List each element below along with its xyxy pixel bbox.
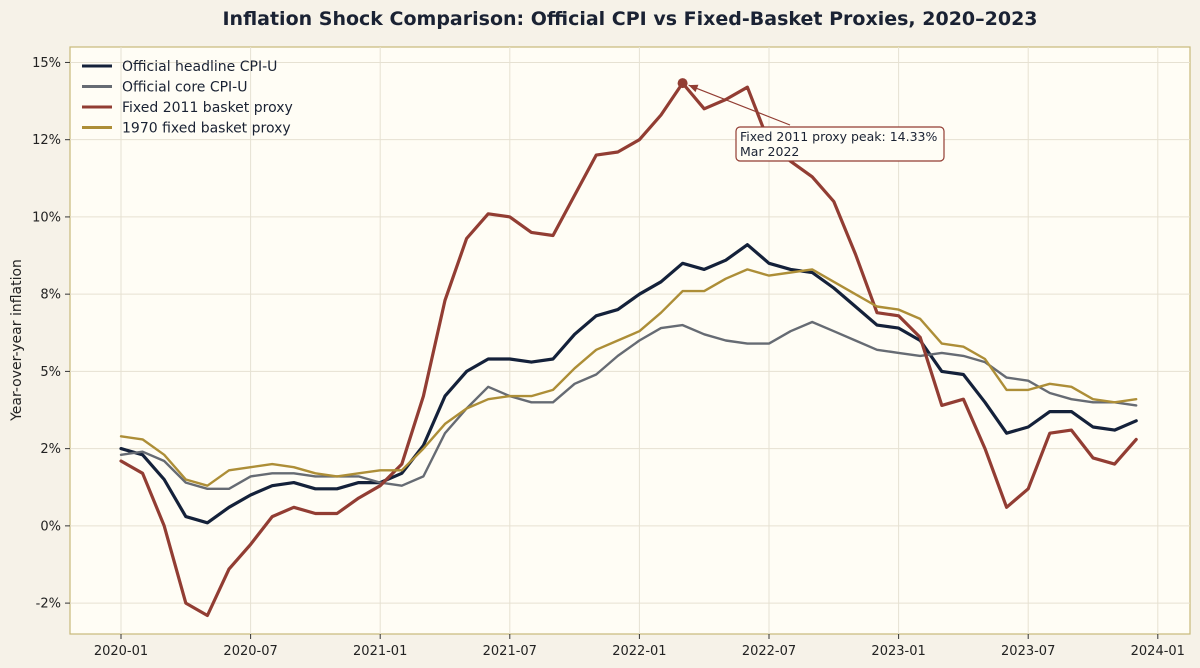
series-line-official-headline-cpi-u <box>119 243 1138 525</box>
legend-label: 1970 fixed basket proxy <box>122 121 291 137</box>
x-tick-label: 2022-01 <box>612 644 666 659</box>
grid <box>70 47 1190 634</box>
annotation-text-date: Mar 2022 <box>740 144 799 159</box>
x-tick-label: 2024-01 <box>1131 644 1185 659</box>
y-tick-label: 12% <box>32 133 61 148</box>
annotation-text-value: Fixed 2011 proxy peak: 14.33% <box>740 129 937 144</box>
legend-label: Official headline CPI-U <box>122 59 277 75</box>
series-line-1970-fixed-basket-proxy <box>119 268 1138 487</box>
annotation-arrow <box>688 84 791 126</box>
y-tick-label: 10% <box>32 210 61 225</box>
y-tick-label: 0% <box>40 519 61 534</box>
series-line-official-core-cpi-u <box>119 320 1138 490</box>
y-tick-label: -2% <box>36 597 61 612</box>
peak-annotation: Fixed 2011 proxy peak: 14.33% Mar 2022 <box>677 78 945 162</box>
y-axis-label: Year-over-year inflation <box>9 259 25 422</box>
peak-marker <box>677 78 688 89</box>
x-tick-label: 2021-07 <box>483 644 537 659</box>
legend-label: Fixed 2011 basket proxy <box>122 100 293 116</box>
x-tick-label: 2020-01 <box>94 644 148 659</box>
x-tick-label: 2023-07 <box>1001 644 1055 659</box>
y-tick-label: 8% <box>40 288 61 303</box>
y-axis: -2% 0% 2% 5% 8% 10% 12% 15% <box>32 56 70 612</box>
annotation-arrowhead <box>688 84 699 93</box>
x-tick-label: 2022-07 <box>742 644 796 659</box>
series-line-fixed-2011-basket-proxy <box>119 81 1138 618</box>
x-tick-label: 2023-01 <box>871 644 925 659</box>
series-layer <box>119 81 1138 618</box>
legend: Official headline CPI-U Official core CPI… <box>82 59 293 137</box>
x-axis: 2020-01 2020-07 2021-01 2021-07 2022-01 2022-… <box>94 634 1185 659</box>
legend-label: Official core CPI-U <box>122 80 247 96</box>
x-tick-label: 2020-07 <box>223 644 277 659</box>
x-tick-label: 2021-01 <box>353 644 407 659</box>
chart-title: Inflation Shock Comparison: Official CPI… <box>222 8 1037 30</box>
y-tick-label: 15% <box>32 56 61 71</box>
annotation-box <box>735 126 945 162</box>
y-tick-label: 2% <box>40 442 61 457</box>
y-tick-label: 5% <box>40 365 61 380</box>
